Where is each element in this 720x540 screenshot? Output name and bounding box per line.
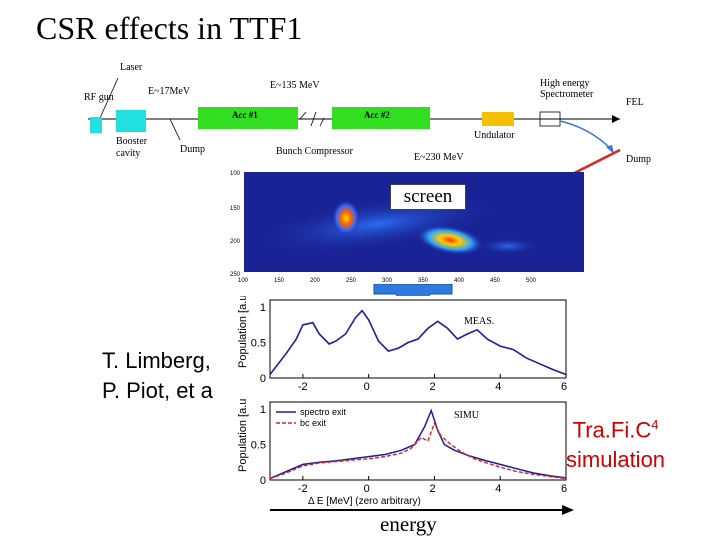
simulation-code-name: Tra.Fi.C [572,417,652,443]
screen-x-tick: 300 [382,278,393,284]
x-tick-label: 4 [495,483,501,495]
x-tick-label: 2 [429,381,435,393]
simu-plot-frame [269,401,567,481]
energy-230-label: E~230 MeV [414,152,464,163]
spectrometer-label-2: Spectrometer [540,89,594,100]
bunch-compressor-chicane [299,111,325,127]
x-tick-label: 0 [364,381,370,393]
screen-x-tick: 150 [274,278,285,284]
laser-pointer-line [99,77,119,119]
screen-x-tick: 500 [526,278,537,284]
screen-x-tick: 350 [418,278,429,284]
screen-x-tick: 100 [238,278,249,284]
undulator-label: Undulator [474,130,515,141]
simu-series-bc-exit [269,421,567,480]
x-tick-label: 6 [561,381,567,393]
simu-xlabel: Δ E [MeV] (zero arbitrary) [308,496,421,507]
booster-label: Booster [116,136,148,147]
screen-x-tick: 250 [346,278,357,284]
meas-plot: Population [a.u.] -2 0 2 4 6 1 0.5 0 MEAS. [232,296,572,396]
x-tick-label: 6 [561,483,567,495]
x-tick-label: 0 [364,483,370,495]
y-tick-label: 0 [260,373,266,385]
meas-ylabel: Population [a.u.] [237,296,249,368]
simu-plot: Population [a.u.] -2 0 2 4 6 1 0.5 0 spectro ex… [232,398,572,508]
meas-plot-frame [269,299,567,379]
simulation-code-superscript: 4 [651,417,659,432]
legend-label-spectro: spectro exit [300,407,347,417]
y-tick-label: 1 [260,302,266,314]
fel-label: FEL [626,97,644,108]
dump1-label: Dump [180,144,205,155]
beam-spot-right [416,225,484,255]
screen-image: 100 150 200 250 100 150 200 250 300 350 … [230,171,584,284]
energy-arrow [270,505,574,515]
acc2-label: Acc #2 [364,110,390,120]
x-tick-label: -2 [298,483,308,495]
simulation-word: simulation [566,447,666,473]
acc1-block [198,107,298,129]
screen-y-tick: 100 [230,171,241,177]
x-tick-label: 4 [495,381,501,393]
laser-label: Laser [120,62,143,73]
x-tick-label: -2 [298,381,308,393]
rf-gun-block [90,117,102,133]
blue-arrowhead-icon [606,145,614,154]
simulation-label: Tra.Fi.C4 simulation [566,410,665,475]
simu-ylabel: Population [a.u.] [237,398,249,472]
spectrometer-label-1: High energy [540,78,590,89]
y-tick-label: 0.5 [251,338,266,350]
screen-x-tick: 200 [310,278,321,284]
acc2-block [332,107,430,129]
meas-series-line [269,309,567,376]
dump2-label: Dump [626,154,651,165]
energy-135-label: E~135 MeV [270,80,320,91]
screen-x-tick: 400 [454,278,465,284]
screen-y-tick: 150 [230,206,241,212]
screen-y-tick: 200 [230,239,241,245]
energy-17-label: E~17MeV [148,86,191,97]
energy-arrowhead-icon [562,505,574,515]
acc1-label: Acc #1 [232,110,258,120]
screen-y-tick: 250 [230,272,241,278]
bunch-compressor-label: Bunch Compressor [276,146,353,157]
energy-label: energy [380,512,437,536]
fel-arrow-icon [612,115,620,123]
rf-gun-label: RF gun [84,92,114,103]
beam-spot-left [332,200,360,236]
legend-label-bc: bc exit [300,418,327,428]
spectrometer-trajectory [559,120,613,151]
booster-block [116,110,146,132]
undulator-block [482,112,514,126]
y-tick-label: 1 [260,404,266,416]
screen-label: screen [390,184,466,210]
meas-annotation: MEAS. [464,316,494,327]
screen-x-tick: 450 [490,278,501,284]
x-tick-label: 2 [429,483,435,495]
y-tick-label: 0.5 [251,440,266,452]
cavity-label: cavity [116,148,141,159]
y-tick-label: 0 [260,475,266,487]
beam-tail [478,238,538,254]
spectrometer-box [539,111,561,127]
simu-annotation: SIMU [454,410,480,421]
slide-title: CSR effects in TTF1 [36,10,303,46]
dump1-line [169,118,181,141]
